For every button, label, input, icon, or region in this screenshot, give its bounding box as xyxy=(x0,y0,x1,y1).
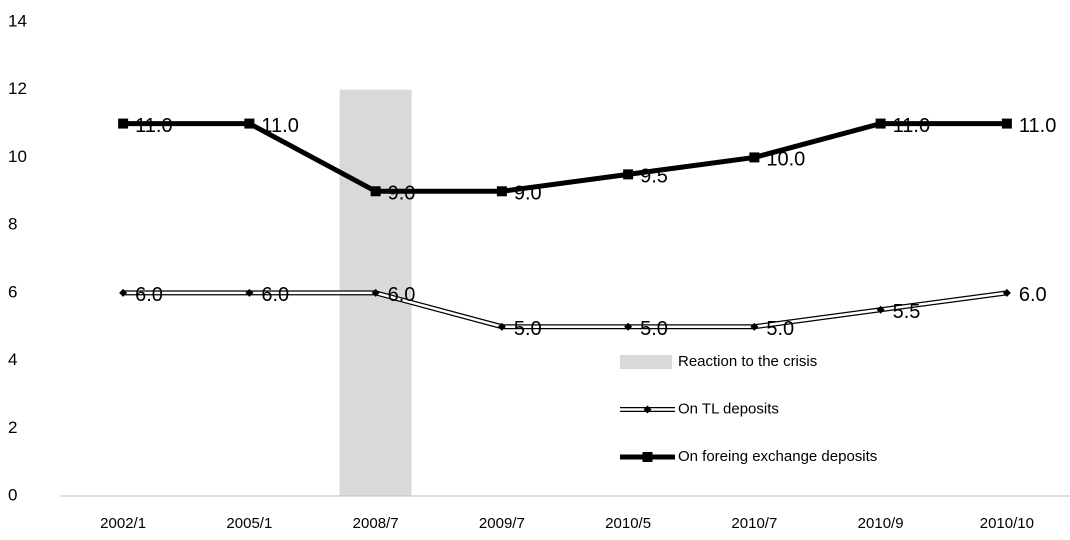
legend-swatch xyxy=(620,355,672,369)
value-label: 11.0 xyxy=(893,115,930,137)
value-label: 11.0 xyxy=(261,115,298,137)
marker xyxy=(245,288,254,297)
x-tick-label: 2010/7 xyxy=(731,515,777,532)
y-tick-label: 14 xyxy=(8,11,27,30)
x-tick-label: 2008/7 xyxy=(353,515,399,532)
y-tick-label: 12 xyxy=(8,79,27,98)
y-tick-label: 4 xyxy=(8,350,17,369)
marker xyxy=(750,322,759,331)
marker xyxy=(624,322,633,331)
marker xyxy=(1001,118,1012,129)
legend-marker xyxy=(642,452,653,462)
line-inner xyxy=(123,291,1008,328)
marker xyxy=(119,288,128,297)
marker xyxy=(496,186,507,197)
legend-label: On foreing exchange deposits xyxy=(678,448,877,465)
x-tick-label: 2005/1 xyxy=(226,515,272,532)
x-tick-label: 2010/5 xyxy=(605,515,651,532)
value-label: 11.0 xyxy=(1019,115,1056,137)
value-label: 5.5 xyxy=(893,301,921,323)
y-tick-label: 10 xyxy=(8,147,27,166)
y-tick-label: 8 xyxy=(8,215,17,234)
value-label: 6.0 xyxy=(135,284,163,306)
legend-label: On TL deposits xyxy=(678,400,779,417)
x-tick-label: 2002/1 xyxy=(100,515,146,532)
value-label: 10.0 xyxy=(766,149,805,171)
legend-marker xyxy=(643,405,652,414)
value-label: 9.0 xyxy=(388,183,416,205)
value-label: 11.0 xyxy=(135,115,172,137)
line xyxy=(123,121,1007,194)
marker xyxy=(875,118,886,129)
marker xyxy=(118,118,129,129)
value-label: 6.0 xyxy=(261,284,289,306)
value-label: 6.0 xyxy=(388,284,416,306)
y-tick-label: 0 xyxy=(8,485,17,504)
marker xyxy=(623,169,634,180)
marker xyxy=(1002,288,1011,297)
y-tick-label: 6 xyxy=(8,282,17,301)
x-tick-label: 2010/9 xyxy=(858,515,904,532)
y-tick-label: 2 xyxy=(8,418,17,437)
marker xyxy=(876,305,885,314)
value-label: 5.0 xyxy=(640,318,668,340)
value-label: 5.0 xyxy=(514,318,542,340)
x-tick-label: 2009/7 xyxy=(479,515,525,532)
marker xyxy=(749,152,760,163)
value-label: 5.0 xyxy=(766,318,794,340)
value-label: 9.0 xyxy=(514,183,542,205)
marker xyxy=(244,118,255,129)
marker xyxy=(370,186,381,197)
marker xyxy=(371,288,380,297)
x-tick-label: 2010/10 xyxy=(980,515,1034,532)
value-label: 9.5 xyxy=(640,166,668,188)
marker xyxy=(497,322,506,331)
legend-label: Reaction to the crisis xyxy=(678,353,817,370)
value-label: 6.0 xyxy=(1019,284,1047,306)
